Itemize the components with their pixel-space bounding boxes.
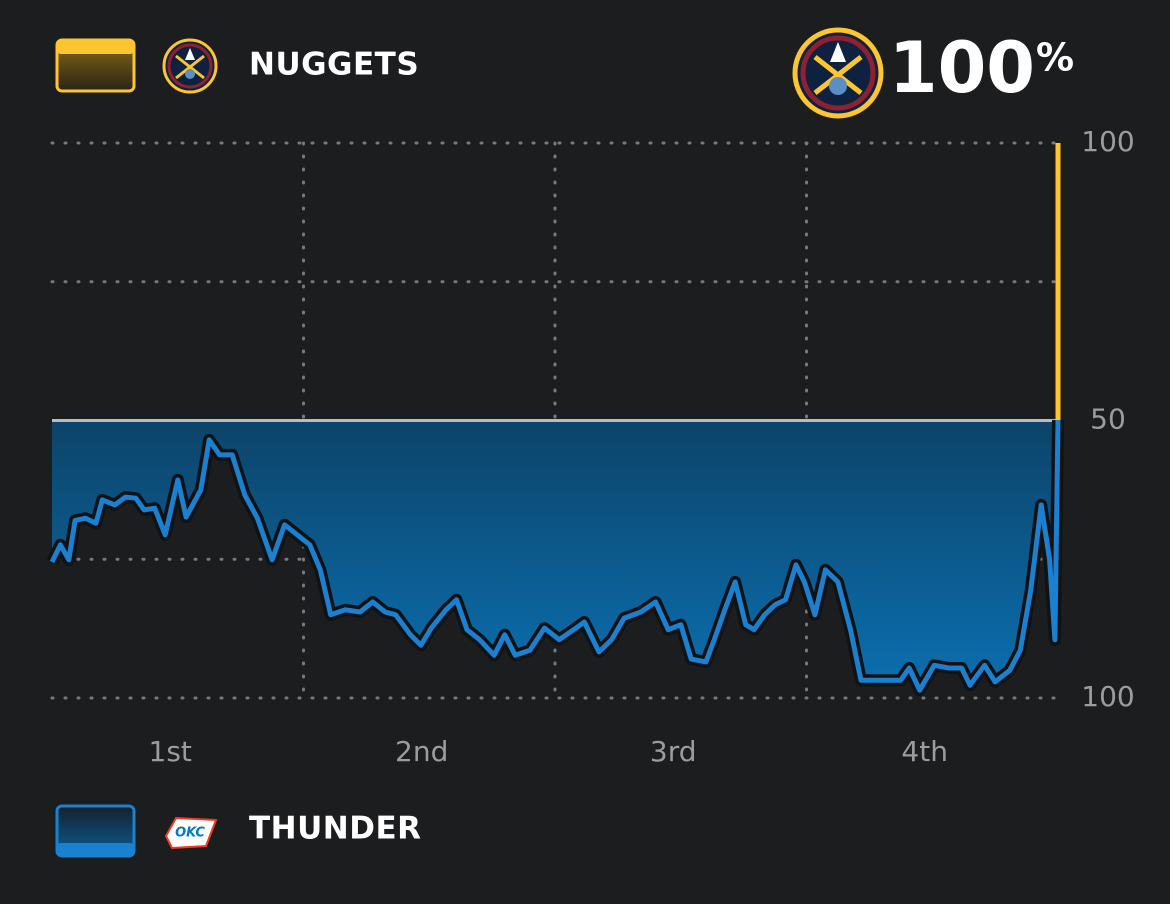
y-tick-label: 100 [1081,125,1134,158]
nuggets-logo-large [792,27,884,119]
win-probability: 100 [889,27,1035,109]
legend-swatch-bar [57,40,134,54]
x-tick-label: 2nd [395,735,448,768]
area [52,420,1058,691]
y-tick-label: 100 [1081,680,1134,713]
nuggets-logo [162,38,218,94]
thunder-logo: OKC [164,816,218,850]
svg-text:OKC: OKC [175,826,205,841]
x-tick-label: 1st [149,735,192,768]
x-tick-label: 3rd [650,735,697,768]
legend-label: NUGGETS [249,47,419,83]
line [49,420,1061,693]
legend-swatch-bar [57,843,134,856]
legend-label: THUNDER [249,811,422,847]
y-tick-label: 50 [1090,403,1126,436]
win-probability-unit: % [1036,36,1074,80]
x-tick-label: 4th [901,735,948,768]
